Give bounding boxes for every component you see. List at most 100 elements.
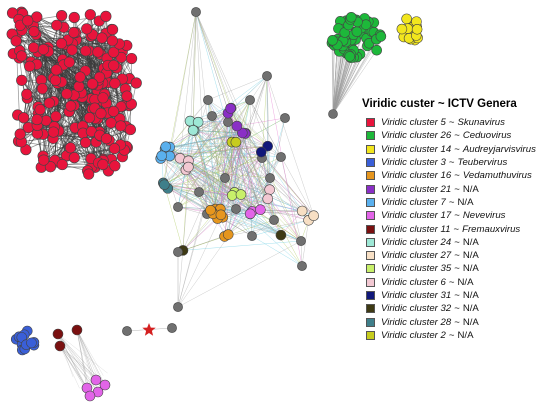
edge bbox=[188, 121, 229, 162]
node-cluster-27 bbox=[308, 210, 319, 222]
legend-swatch bbox=[366, 184, 375, 194]
edge bbox=[190, 11, 197, 122]
legend-cluster-name: Viridic cluster 11 bbox=[381, 223, 451, 235]
legend-item: Viridic cluster 14 ~ Audreyjarvisvirus bbox=[366, 143, 548, 156]
node-cluster-5 bbox=[37, 43, 49, 56]
node-cluster-5 bbox=[10, 35, 22, 47]
legend-cluster-name: Viridic cluster 35 bbox=[381, 263, 452, 275]
node-cluster-27 bbox=[296, 205, 308, 217]
edge bbox=[169, 108, 231, 157]
legend-item: Viridic cluster 11 ~ Fremauxvirus bbox=[366, 222, 548, 235]
node-cluster-7 bbox=[160, 141, 172, 153]
node-cluster-5 bbox=[49, 74, 62, 86]
legend-cluster-name: Viridic cluster 16 bbox=[381, 170, 452, 182]
node-cluster-5 bbox=[80, 45, 92, 57]
edge bbox=[251, 220, 309, 237]
node-cluster-5 bbox=[81, 23, 93, 35]
legend-cluster-name: Viridic cluster 32 bbox=[381, 303, 452, 315]
node-cluster-5 bbox=[50, 110, 62, 123]
edge bbox=[193, 130, 314, 216]
legend-item: Viridic cluster 32 ~ N/A bbox=[366, 302, 548, 315]
edge bbox=[217, 75, 268, 219]
node-unclustered bbox=[247, 231, 257, 241]
edge bbox=[242, 132, 314, 216]
edge bbox=[194, 130, 233, 143]
legend-separator: ~ bbox=[454, 210, 460, 222]
node-cluster-5 bbox=[24, 60, 36, 72]
node-cluster-5 bbox=[92, 46, 104, 58]
edge bbox=[57, 333, 88, 372]
node-cluster-5 bbox=[83, 112, 96, 124]
node-cluster-5 bbox=[68, 152, 80, 164]
node-cluster-5 bbox=[105, 117, 117, 129]
legend-swatch bbox=[366, 197, 375, 207]
node-cluster-5 bbox=[97, 158, 109, 171]
edge bbox=[177, 177, 271, 308]
legend-separator: ~ bbox=[448, 157, 455, 169]
edge bbox=[177, 240, 302, 308]
node-unclustered bbox=[207, 111, 217, 121]
node-cluster-5 bbox=[109, 160, 121, 172]
node-cluster-5 bbox=[66, 44, 78, 56]
legend-genus-name: N/A bbox=[457, 329, 474, 341]
node-unclustered bbox=[280, 113, 290, 123]
legend-cluster-name: Viridic cluster 27 bbox=[381, 250, 452, 262]
legend-separator: ~ bbox=[454, 303, 460, 315]
edge bbox=[59, 345, 80, 389]
node-unclustered bbox=[269, 215, 279, 225]
legend-separator: ~ bbox=[454, 290, 460, 301]
legend-swatch bbox=[366, 131, 375, 141]
edge bbox=[192, 130, 216, 210]
legend-list: Viridic cluster 5 ~ Skunavirus Viridic clus… bbox=[362, 116, 548, 342]
legend-genus-name: Teubervirus bbox=[457, 157, 508, 169]
node-cluster-5 bbox=[93, 71, 106, 83]
edge bbox=[192, 130, 222, 215]
legend-swatch bbox=[366, 171, 375, 181]
node-cluster-6 bbox=[262, 193, 274, 205]
legend-separator: ~ bbox=[454, 250, 460, 262]
node-cluster-5 bbox=[68, 26, 80, 39]
node-cluster-26 bbox=[375, 31, 387, 42]
node-cluster-5 bbox=[28, 26, 40, 38]
node-cluster-5 bbox=[106, 35, 118, 47]
edge bbox=[232, 195, 302, 242]
legend-item: Viridic cluster 6 ~ N/A bbox=[366, 276, 548, 289]
legend-genus-name: Ceduovirus bbox=[462, 130, 512, 142]
edge bbox=[169, 132, 243, 148]
edge bbox=[169, 145, 268, 157]
edge bbox=[195, 11, 247, 134]
node-cluster-5 bbox=[47, 126, 60, 138]
node-unclustered bbox=[296, 236, 306, 246]
node-cluster-17 bbox=[244, 208, 256, 220]
nodes-layer bbox=[6, 6, 423, 402]
node-unclustered bbox=[276, 152, 286, 162]
node-cluster-5 bbox=[16, 74, 28, 86]
legend-genus-name: Nevevirus bbox=[462, 210, 506, 222]
legend-swatch bbox=[366, 330, 375, 340]
edge bbox=[59, 345, 99, 393]
edge bbox=[198, 141, 233, 193]
legend-swatch bbox=[366, 118, 375, 128]
legend-genus-name: N/A bbox=[462, 316, 479, 328]
edge bbox=[249, 156, 282, 214]
node-cluster-5 bbox=[61, 88, 73, 100]
legend-genus-name: N/A bbox=[457, 276, 474, 288]
legend-swatch bbox=[366, 251, 375, 261]
legend-genus-name: N/A bbox=[462, 303, 479, 315]
edge bbox=[207, 75, 268, 101]
node-cluster-5 bbox=[65, 100, 77, 112]
edge bbox=[59, 345, 88, 389]
node-cluster-5 bbox=[51, 19, 63, 31]
edge bbox=[227, 113, 253, 212]
node-cluster-6 bbox=[264, 184, 275, 195]
node-cluster-16 bbox=[205, 204, 216, 216]
edge bbox=[57, 333, 97, 381]
legend: Viridic custer ~ ICTV Genera Viridic clu… bbox=[362, 98, 548, 342]
edge bbox=[182, 240, 302, 251]
legend-separator: ~ bbox=[454, 130, 460, 142]
edge bbox=[177, 216, 221, 308]
star-marker bbox=[142, 323, 156, 336]
legend-separator: ~ bbox=[448, 117, 455, 129]
legend-genus-name: N/A bbox=[462, 183, 479, 195]
